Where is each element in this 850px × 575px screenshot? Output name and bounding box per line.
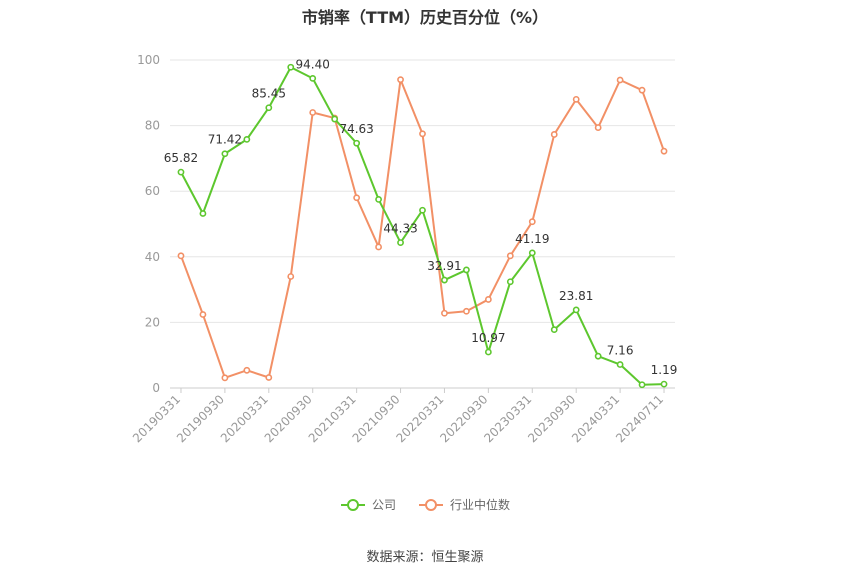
data-point-company [441,276,448,284]
data-point-company [375,195,382,203]
data-label: 71.42 [208,133,242,147]
y-tick-label: 80 [145,119,160,133]
data-point-industry [177,252,185,260]
data-point-company [287,63,295,71]
gridlines [170,59,675,323]
data-label: 44.33 [383,222,417,236]
data-point-company [353,139,361,147]
data-source-note: 数据来源：恒生聚源 [366,550,484,565]
series-line-company [180,66,665,386]
data-point-industry [572,95,580,103]
data-point-company [550,326,558,334]
data-point-industry [287,273,295,280]
axes: 0204060801002019033120190930202003312020… [130,53,675,445]
y-tick-label: 40 [145,250,160,264]
data-point-company [309,74,317,82]
data-label: 7.16 [607,344,634,358]
y-tick-label: 0 [152,381,160,395]
data-label: 41.19 [515,232,549,246]
data-point-company [243,135,251,143]
data-point-company [638,381,646,389]
data-point-company [199,210,207,217]
data-point-company [265,104,273,112]
legend-line-marker-icon [419,498,443,511]
data-point-company [397,239,404,246]
data-label: 23.81 [559,289,593,303]
data-point-company [419,206,426,214]
legend-item-company[interactable]: 公司 [340,496,396,513]
data-point-company [484,348,492,356]
data-point-industry [616,76,624,84]
x-tick-label: 20240711 [613,392,666,445]
data-label: 32.91 [427,259,461,273]
legend-item-industry[interactable]: 行业中位数 [418,496,510,513]
data-point-industry [441,309,448,317]
data-point-industry [243,366,251,374]
data-point-industry [528,218,536,226]
data-labels: 65.82 71.42 85.45 94.40 74.63 44.33 32.91 10.97… [164,57,678,377]
legend-line-marker-icon [340,498,365,511]
data-label: 10.97 [471,331,505,345]
series-lines [177,63,668,389]
data-point-industry [506,252,514,260]
y-tick-label: 20 [145,315,160,329]
data-point-company [572,306,580,314]
data-point-company [177,168,185,176]
data-point-industry [550,131,558,138]
legend-label-company: 公司 [371,498,396,512]
data-point-company [594,352,602,360]
data-point-company [528,249,536,257]
data-point-company [331,115,339,123]
data-label: 94.40 [296,57,330,71]
data-point-company [506,278,514,286]
data-point-industry [375,243,382,251]
data-point-industry [660,147,668,155]
data-label: 65.82 [164,151,198,165]
data-point-company [616,361,624,368]
legend: 公司 行业中位数 [0,496,850,513]
data-point-industry [397,76,404,84]
data-point-industry [638,86,646,94]
data-point-industry [265,374,273,381]
data-point-company [463,266,470,274]
data-point-industry [594,124,602,131]
series-line-industry [180,78,665,379]
data-point-industry [419,130,426,138]
data-point-industry [484,296,492,303]
data-point-industry [353,194,361,202]
data-point-company [221,150,229,158]
data-point-company [660,380,668,388]
data-point-industry [199,311,207,318]
y-tick-label: 100 [137,53,160,67]
data-label: 85.45 [252,87,286,101]
legend-label-industry: 行业中位数 [450,498,511,512]
data-point-industry [463,307,470,315]
data-label: 1.19 [651,363,678,377]
data-point-industry [221,374,229,382]
data-point-industry [309,109,317,116]
data-label: 74.63 [339,122,373,136]
y-tick-label: 60 [145,184,160,198]
chart-title: 市销率（TTM）历史百分位（%） [301,8,549,27]
